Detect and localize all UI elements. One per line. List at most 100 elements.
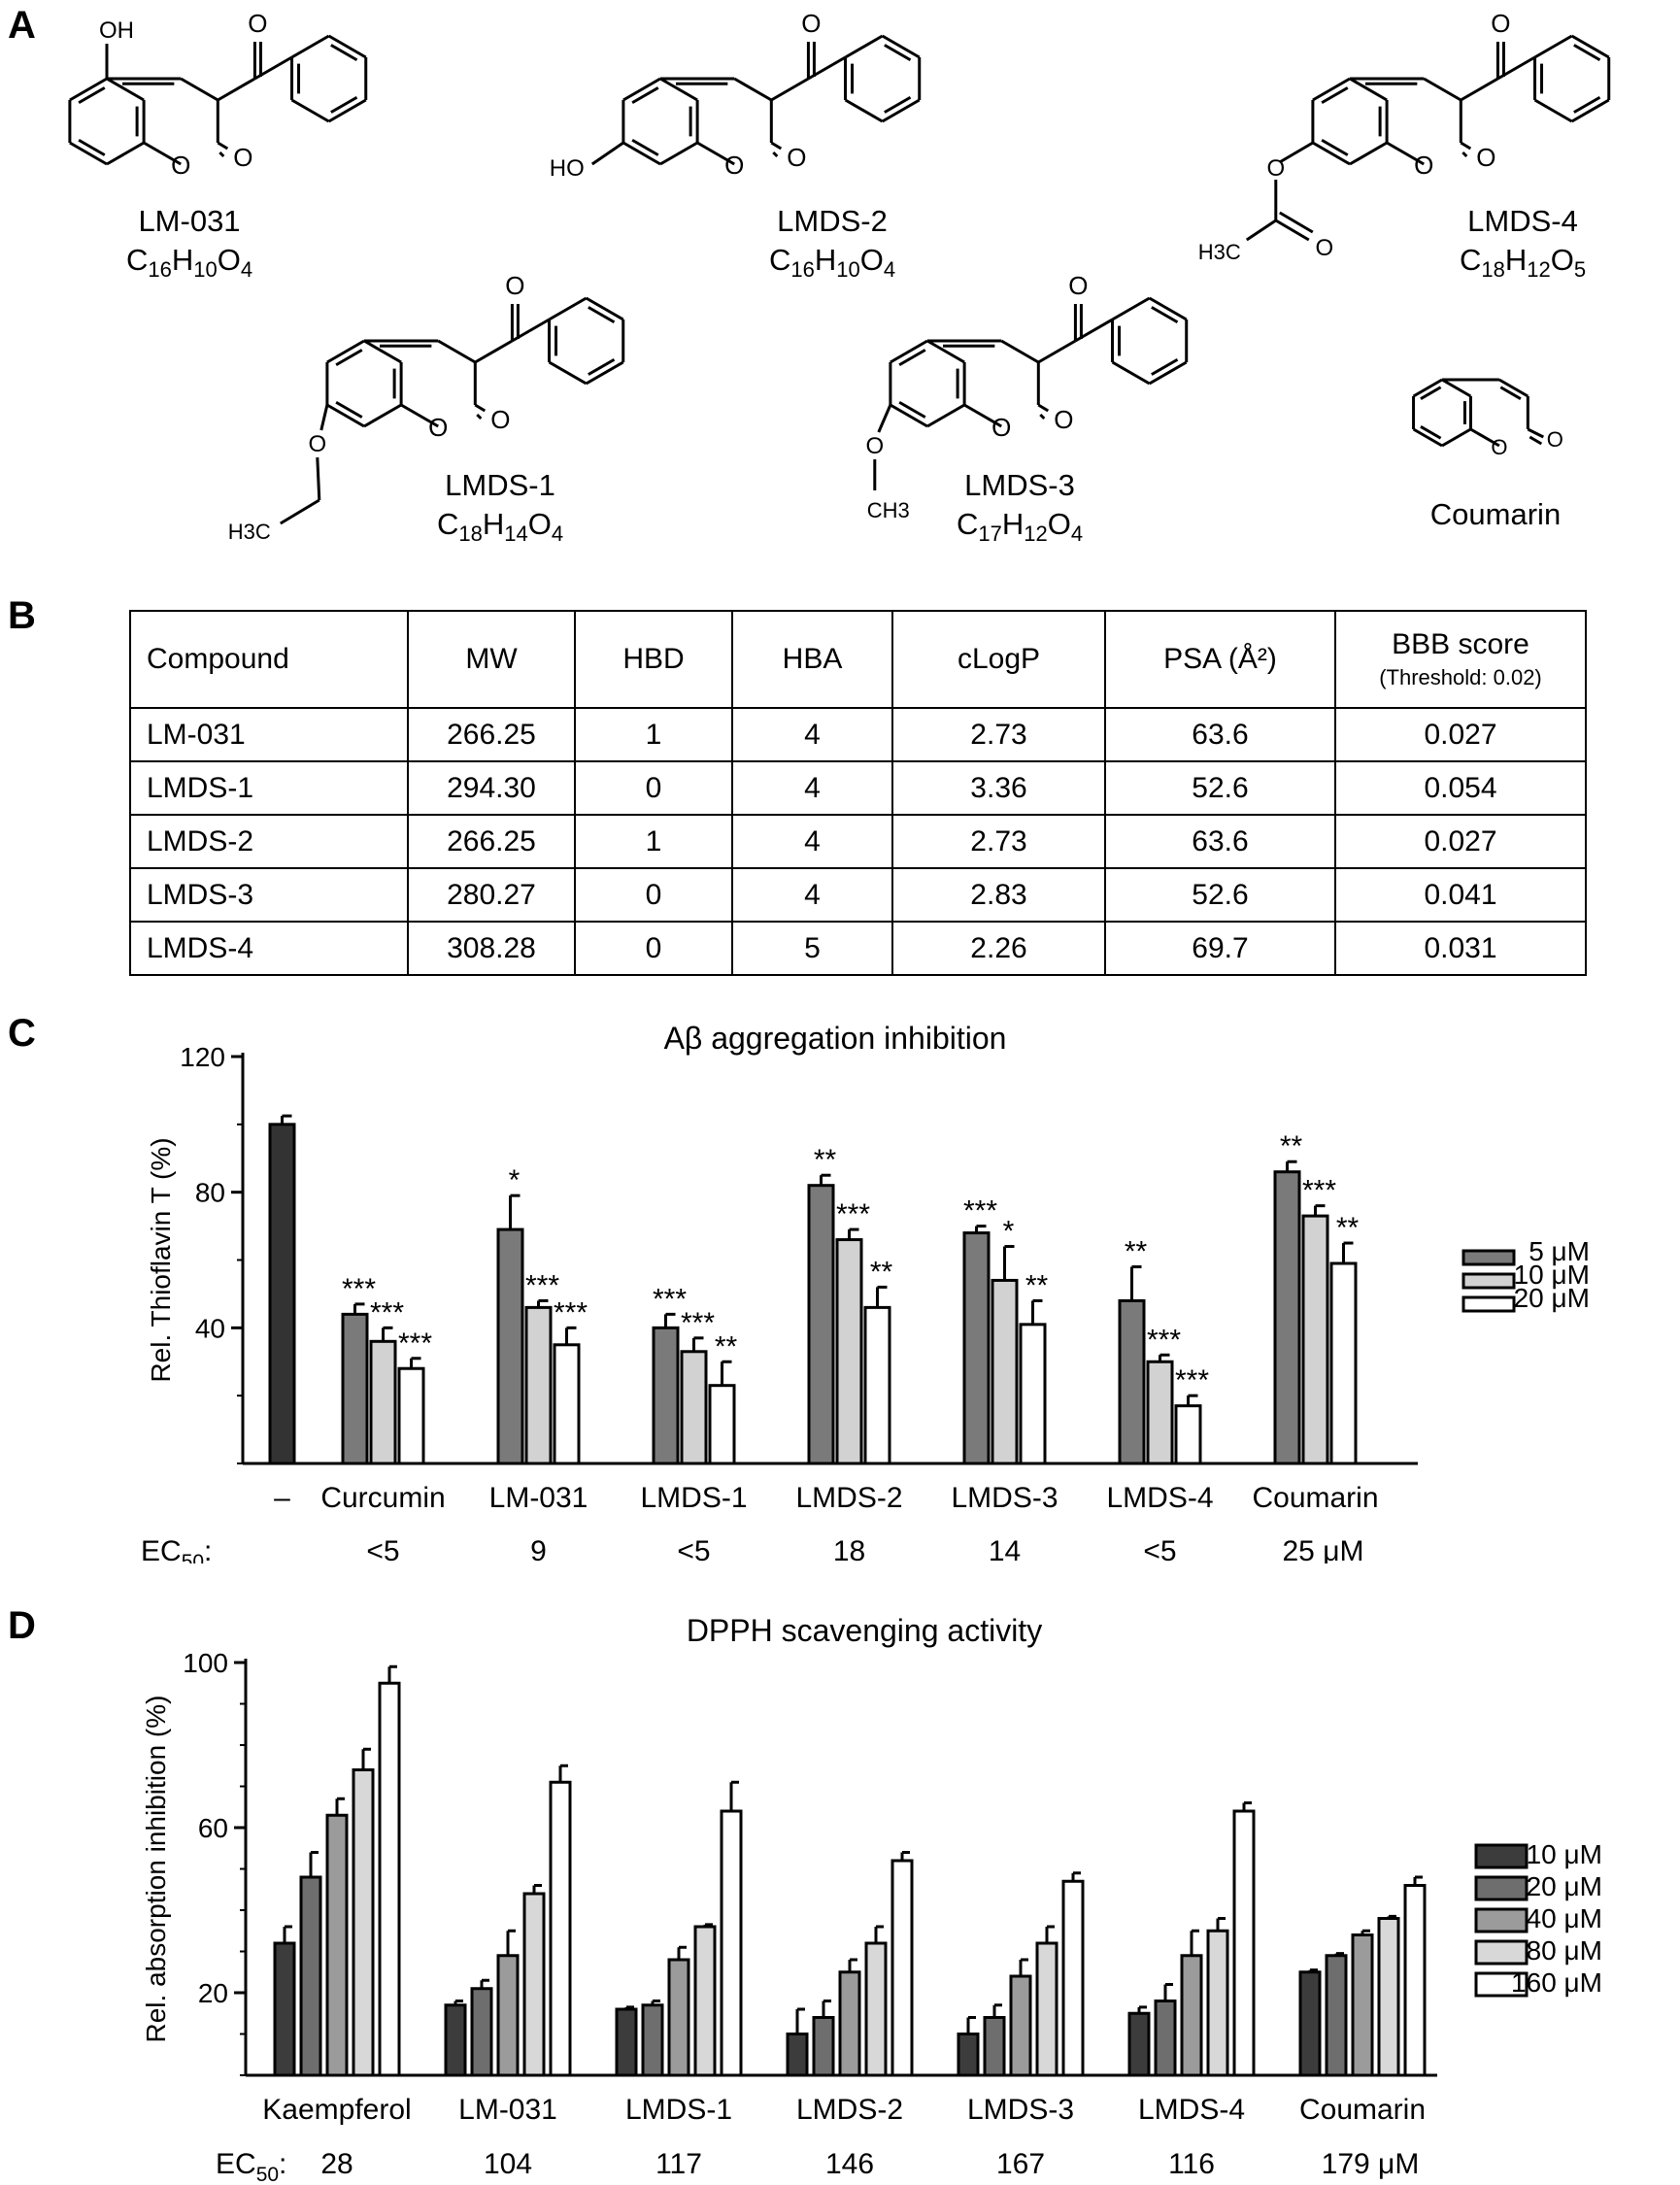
header-compound: Compound — [129, 610, 409, 709]
bond — [319, 404, 329, 431]
formula-part: 4 — [551, 521, 564, 547]
formula-part: 4 — [240, 257, 253, 283]
bond — [1037, 339, 1077, 364]
table-cell: 308.28 — [407, 921, 576, 976]
compound-formula-lm031: C16H10O4 — [92, 243, 286, 283]
substituent-ho: HO — [550, 155, 585, 182]
legend-swatch — [1474, 1907, 1529, 1933]
bond — [881, 98, 921, 123]
x-tick-label: LMDS-1 — [640, 1482, 747, 1514]
bond — [1321, 86, 1349, 105]
ring-oxygen: O — [991, 413, 1011, 442]
bond — [585, 360, 624, 386]
significance-label: ** — [1336, 1212, 1360, 1244]
carbonyl-oxygen: O — [1054, 405, 1073, 434]
formula-part: 18 — [1481, 257, 1505, 283]
bar — [1035, 1941, 1058, 2077]
table-cell: 0.027 — [1334, 814, 1587, 869]
table-cell: LMDS-3 — [129, 867, 409, 923]
bar — [325, 1813, 349, 2077]
formula-part: 16 — [790, 257, 815, 283]
table-cell: 2.26 — [891, 921, 1106, 976]
bond — [327, 34, 367, 59]
ether-oxygen: O — [308, 431, 326, 457]
bar — [444, 2003, 467, 2077]
table-cell: LMDS-4 — [129, 921, 409, 976]
bar — [720, 1809, 743, 2077]
bond — [1386, 141, 1425, 166]
significance-label: *** — [554, 1296, 588, 1328]
bond — [1279, 141, 1314, 164]
ring-oxygen: O — [1491, 435, 1507, 459]
chart-dpph-scavenging: DPPH scavenging activity Rel. absorption … — [141, 1613, 1602, 2185]
table-cell: 0.031 — [1334, 921, 1587, 976]
formula-part: 10 — [193, 257, 218, 283]
bond — [1441, 427, 1472, 448]
significance-label: ** — [715, 1330, 738, 1362]
bar — [812, 2016, 835, 2077]
significance-label: *** — [681, 1307, 715, 1339]
table-cell: 52.6 — [1104, 867, 1336, 923]
ec50-label: EC50: — [141, 1535, 212, 1563]
bond — [881, 34, 921, 59]
bond — [78, 86, 106, 105]
bond — [926, 339, 965, 364]
bond — [1279, 211, 1314, 234]
significance-label: *** — [1175, 1364, 1209, 1396]
ring-oxygen: O — [1414, 151, 1433, 180]
bond — [807, 55, 847, 81]
table-cell: 0.041 — [1334, 867, 1587, 923]
property-table: Compound MW HBD HBA cLogP PSA (Å²) BBB s… — [129, 610, 1587, 976]
bond — [280, 498, 320, 525]
formula-part: 5 — [1573, 257, 1587, 283]
carbonyl-oxygen: O — [787, 143, 806, 172]
y-tick-label: 40 — [195, 1313, 225, 1343]
significance-label: * — [509, 1164, 521, 1196]
bond — [548, 296, 588, 321]
table-header-row: Compound MW HBD HBA cLogP PSA (Å²) BBB s… — [129, 610, 1587, 709]
bond — [69, 141, 108, 166]
formula-part: H — [1504, 243, 1528, 277]
chart-title: DPPH scavenging activity — [687, 1613, 1042, 1648]
carbonyl-oxygen: O — [233, 143, 252, 172]
bar — [470, 1987, 493, 2077]
legend-label: 20 μM — [1514, 1283, 1590, 1313]
bar — [1273, 1170, 1301, 1465]
bond — [548, 360, 588, 386]
significance-label: *** — [342, 1273, 376, 1305]
bond — [511, 318, 551, 343]
bond — [585, 296, 624, 321]
ketone-oxygen: O — [1491, 9, 1510, 38]
bond — [1529, 435, 1543, 446]
bond — [1111, 360, 1151, 386]
table-cell: 0 — [574, 921, 733, 976]
bar-control — [268, 1123, 296, 1465]
table-cell: 1 — [574, 707, 733, 762]
table-cell: 63.6 — [1104, 814, 1336, 869]
ether-oxygen: O — [865, 433, 884, 459]
x-tick-label: Kaempferol — [262, 2094, 411, 2126]
bar — [1061, 1879, 1085, 2077]
table-cell: 2.73 — [891, 814, 1106, 869]
bond — [217, 141, 229, 151]
carbonyl-oxygen: O — [490, 405, 510, 434]
bond — [1312, 77, 1351, 102]
header-psa: PSA (Å²) — [1104, 610, 1336, 709]
bond — [884, 95, 912, 114]
bar — [962, 1231, 991, 1465]
ec50-value: 25 μM — [1283, 1535, 1364, 1563]
bond — [1460, 141, 1472, 151]
significance-label: ** — [814, 1144, 837, 1176]
bar — [957, 2033, 980, 2077]
table-cell: 5 — [731, 921, 893, 976]
bond — [335, 400, 363, 419]
table-cell: 266.25 — [407, 707, 576, 762]
bond — [1148, 360, 1188, 386]
bar — [708, 1384, 736, 1465]
y-tick-label: 120 — [180, 1042, 225, 1072]
panel-label-a: A — [8, 4, 36, 47]
table-cell: LM-031 — [129, 707, 409, 762]
table-cell: 4 — [731, 760, 893, 816]
formula-part: O — [527, 507, 552, 541]
